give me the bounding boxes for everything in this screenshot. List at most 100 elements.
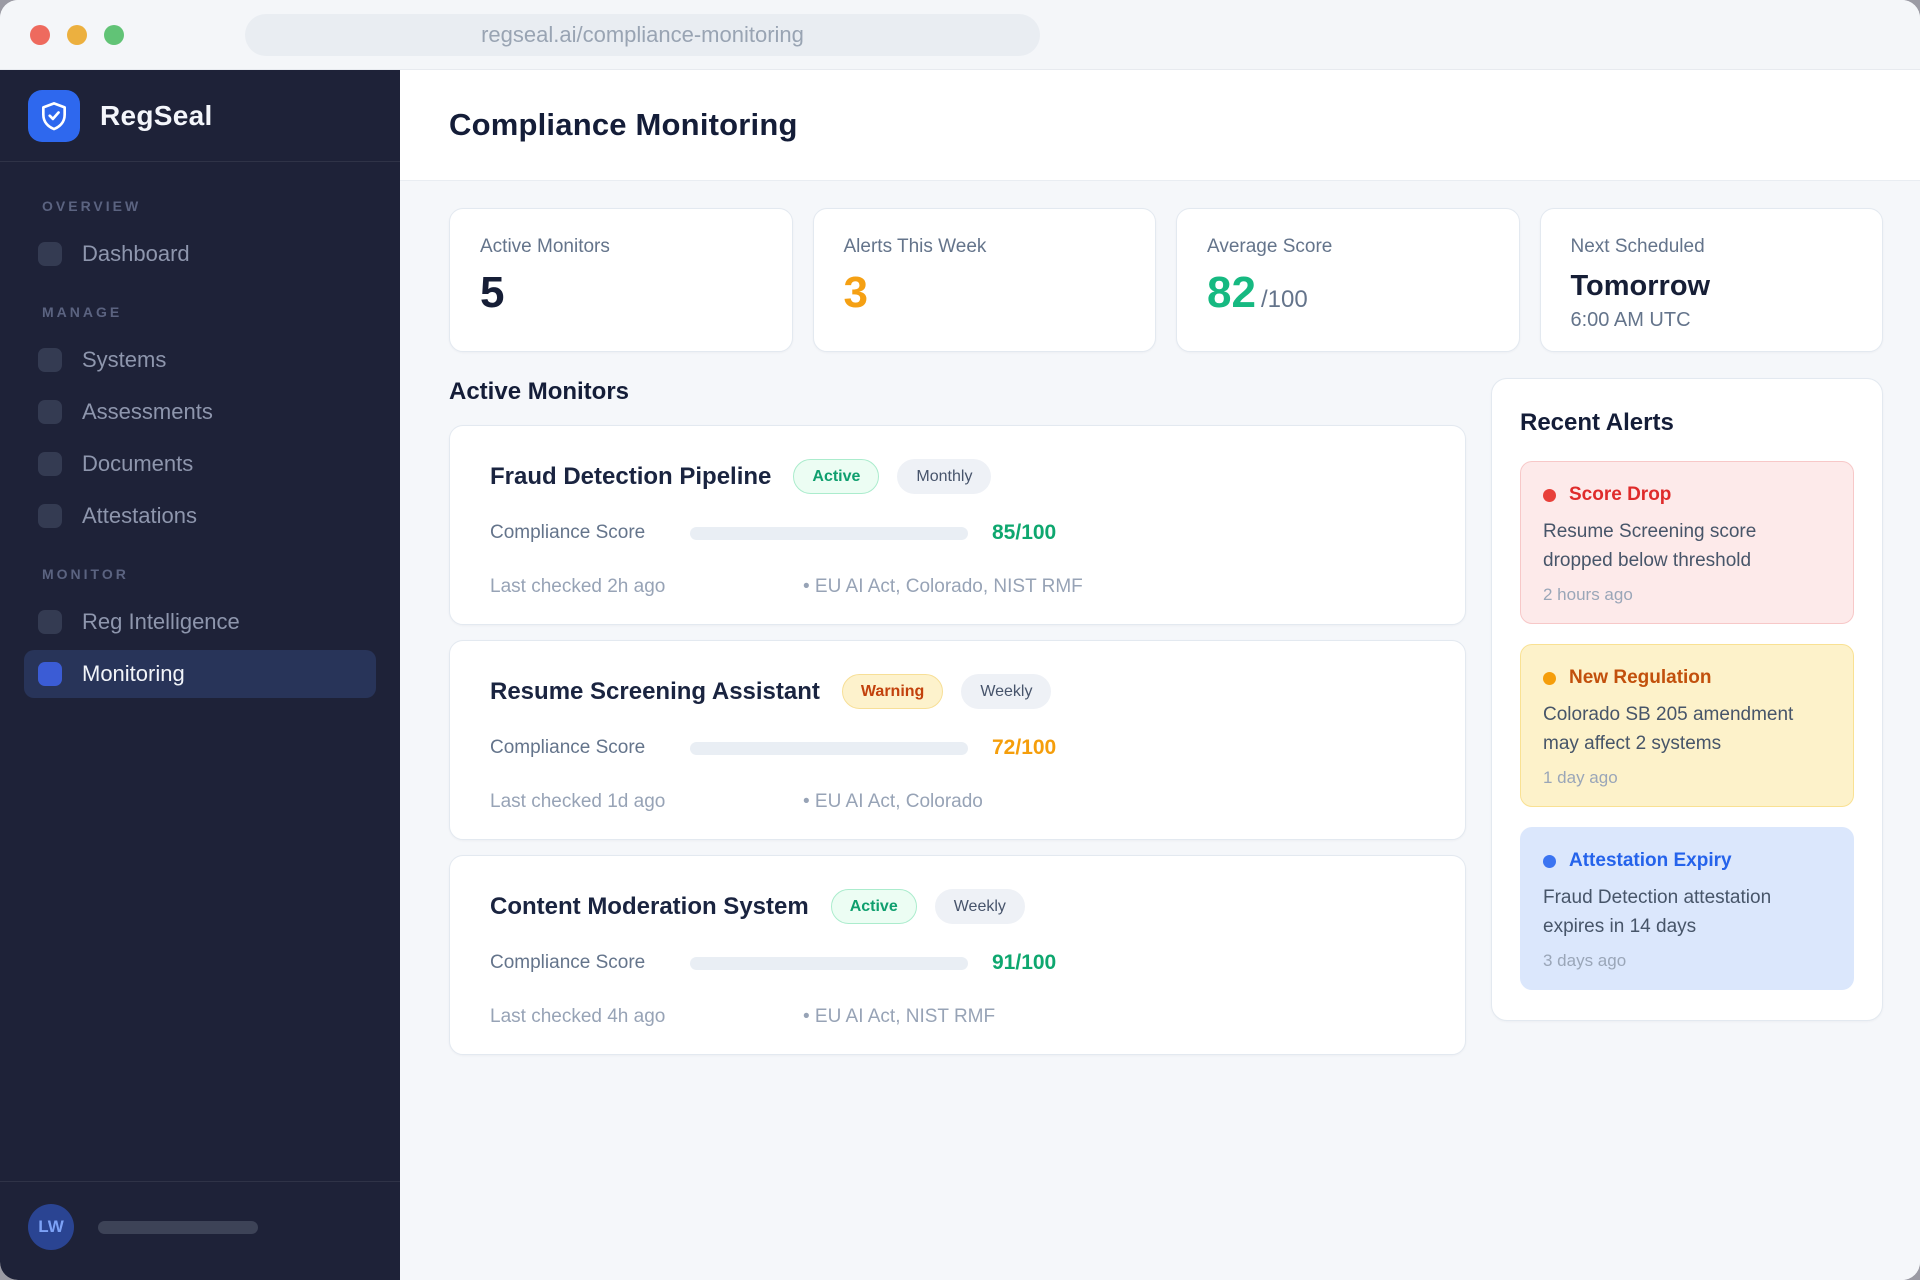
sidebar-item-documents[interactable]: Documents <box>24 440 376 488</box>
sidebar-item-label: Documents <box>82 451 194 476</box>
monitor-card-resume-screening[interactable]: Resume Screening Assistant Warning Weekl… <box>449 640 1466 840</box>
systems-icon <box>38 348 62 372</box>
score-value: 91/100 <box>992 951 1057 975</box>
brand-name: RegSeal <box>100 99 213 131</box>
status-badge: Active <box>793 459 880 495</box>
stat-value: Tomorrow <box>1570 270 1711 302</box>
address-bar[interactable]: regseal.ai/compliance-monitoring <box>245 14 1040 56</box>
sidebar-item-label: Attestations <box>82 503 197 528</box>
last-checked: Last checked 4h ago <box>490 1006 666 1028</box>
monitor-card-fraud-detection[interactable]: Fraud Detection Pipeline Active Monthly … <box>449 425 1466 625</box>
shield-check-icon <box>28 89 80 142</box>
stat-label: Active Monitors <box>480 236 610 257</box>
alert-card-new-regulation[interactable]: New Regulation Colorado SB 205 amendment… <box>1520 644 1854 807</box>
status-badge: Active <box>830 889 917 925</box>
score-progress-bar <box>690 956 968 970</box>
sidebar-item-reg-intelligence[interactable]: Reg Intelligence <box>24 598 376 646</box>
alert-card-score-drop[interactable]: Score Drop Resume Screening score droppe… <box>1520 461 1854 624</box>
sidebar-item-label: Reg Intelligence <box>82 609 240 634</box>
stat-value-suffix: /100 <box>1260 286 1308 313</box>
avatar[interactable]: LW <box>28 1204 74 1250</box>
alert-body: Colorado SB 205 amendment may affect 2 s… <box>1543 704 1794 754</box>
window-close-icon[interactable] <box>30 24 50 45</box>
window-minimize-icon[interactable] <box>67 24 87 45</box>
monitor-title: Fraud Detection Pipeline <box>490 462 772 490</box>
stat-value: 3 <box>843 268 868 317</box>
score-value: 85/100 <box>992 521 1057 545</box>
brand-header: RegSeal <box>0 70 400 162</box>
sidebar-nav: OVERVIEW Dashboard MANAGE Systems Assess… <box>0 162 400 1181</box>
user-name-placeholder <box>98 1220 258 1234</box>
sidebar-item-dashboard[interactable]: Dashboard <box>24 230 376 278</box>
alert-timestamp: 1 day ago <box>1543 768 1618 787</box>
page-header: Compliance Monitoring <box>400 70 1920 181</box>
section-heading: Active Monitors <box>449 378 630 405</box>
monitor-card-content-moderation[interactable]: Content Moderation System Active Weekly … <box>449 855 1466 1055</box>
address-bar-url: regseal.ai/compliance-monitoring <box>481 22 804 47</box>
documents-icon <box>38 452 62 476</box>
window-zoom-icon[interactable] <box>104 24 124 45</box>
monitor-title: Resume Screening Assistant <box>490 677 820 705</box>
stat-card-next-scheduled: Next Scheduled Tomorrow 6:00 AM UTC <box>1539 208 1883 352</box>
alerts-heading: Recent Alerts <box>1520 409 1674 436</box>
stat-value-number: 82 <box>1207 268 1256 317</box>
reg-intelligence-icon <box>38 610 62 634</box>
attestations-icon <box>38 504 62 528</box>
frequency-badge: Weekly <box>934 889 1025 925</box>
alert-body: Resume Screening score dropped below thr… <box>1543 521 1757 571</box>
score-label: Compliance Score <box>490 737 646 759</box>
frequency-badge: Weekly <box>961 674 1052 710</box>
nav-section-overview: OVERVIEW <box>42 198 142 214</box>
score-label: Compliance Score <box>490 952 646 974</box>
alert-dot-icon <box>1543 488 1556 502</box>
status-badge: Warning <box>841 674 944 710</box>
sidebar: RegSeal OVERVIEW Dashboard MANAGE System… <box>0 70 400 1280</box>
window-controls <box>30 24 124 45</box>
score-value: 72/100 <box>992 736 1057 760</box>
sidebar-item-systems[interactable]: Systems <box>24 336 376 384</box>
browser-toolbar: regseal.ai/compliance-monitoring <box>0 0 1920 70</box>
last-checked: Last checked 2h ago <box>490 576 666 598</box>
sidebar-item-label: Dashboard <box>82 241 190 266</box>
main-area: Compliance Monitoring Active Monitors 5 … <box>400 70 1920 1280</box>
dashboard-icon <box>38 242 62 266</box>
alert-title: Attestation Expiry <box>1569 850 1732 871</box>
stat-label: Average Score <box>1207 236 1333 257</box>
sidebar-item-assessments[interactable]: Assessments <box>24 388 376 436</box>
alert-card-attestation-expiry[interactable]: Attestation Expiry Fraud Detection attes… <box>1520 827 1854 990</box>
stat-value: 82/100 <box>1207 271 1489 315</box>
sidebar-item-attestations[interactable]: Attestations <box>24 492 376 540</box>
sidebar-item-label: Monitoring <box>82 661 185 686</box>
stat-card-average-score: Average Score 82/100 <box>1176 208 1520 352</box>
stat-label: Alerts This Week <box>843 236 987 257</box>
frameworks-list: • EU AI Act, Colorado <box>803 791 983 813</box>
score-progress-bar <box>690 526 968 540</box>
stat-card-alerts-week: Alerts This Week 3 <box>812 208 1156 352</box>
frequency-badge: Monthly <box>897 459 992 495</box>
monitoring-icon <box>38 662 62 686</box>
user-profile[interactable]: LW <box>0 1181 400 1280</box>
sidebar-item-monitoring[interactable]: Monitoring <box>24 650 376 698</box>
sidebar-item-label: Systems <box>82 347 167 372</box>
alert-dot-icon <box>1543 854 1556 868</box>
page-content: Active Monitors 5 Alerts This Week 3 Ave… <box>400 181 1920 1280</box>
stat-card-active-monitors: Active Monitors 5 <box>449 208 793 352</box>
nav-section-manage: MANAGE <box>42 304 123 320</box>
active-monitors-section: Active Monitors Fraud Detection Pipeline… <box>449 378 1466 1070</box>
score-progress-bar <box>690 741 968 755</box>
last-checked: Last checked 1d ago <box>490 791 666 813</box>
recent-alerts-panel: Recent Alerts Score Drop Resume Screenin… <box>1491 378 1883 1021</box>
stats-row: Active Monitors 5 Alerts This Week 3 Ave… <box>449 208 1883 352</box>
frameworks-list: • EU AI Act, NIST RMF <box>803 1006 996 1028</box>
assessments-icon <box>38 400 62 424</box>
alert-dot-icon <box>1543 671 1556 685</box>
alert-title: Score Drop <box>1569 484 1672 505</box>
nav-section-monitor: MONITOR <box>42 566 129 582</box>
alert-timestamp: 2 hours ago <box>1543 585 1633 604</box>
alert-timestamp: 3 days ago <box>1543 951 1627 970</box>
alert-title: New Regulation <box>1569 667 1712 688</box>
frameworks-list: • EU AI Act, Colorado, NIST RMF <box>803 576 1083 598</box>
sidebar-item-label: Assessments <box>82 399 213 424</box>
score-label: Compliance Score <box>490 522 646 544</box>
